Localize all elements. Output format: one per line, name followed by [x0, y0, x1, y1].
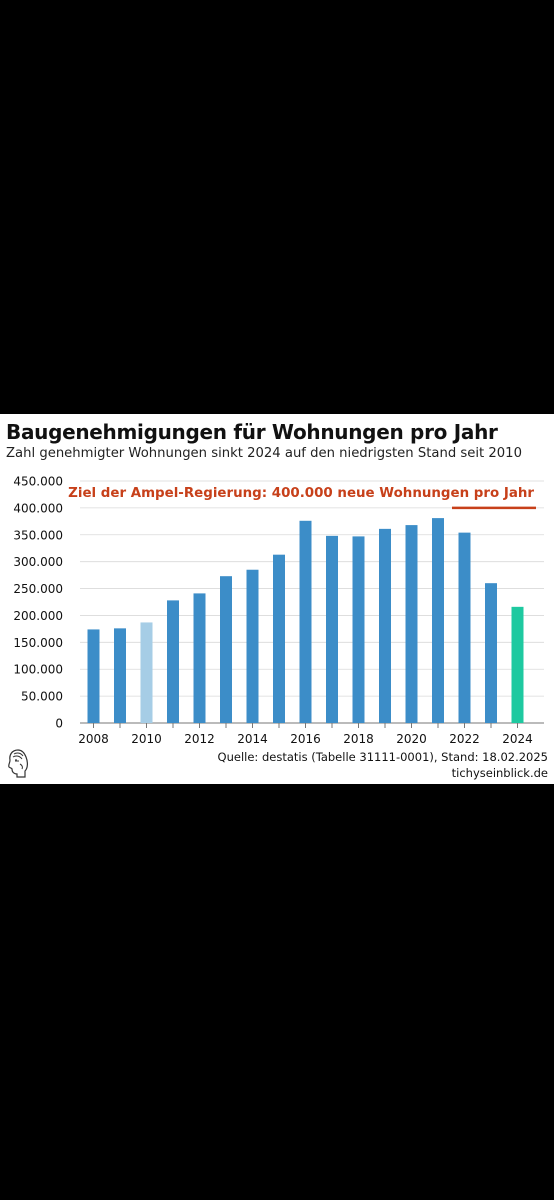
bar-2023 [485, 583, 497, 723]
bar-2014 [246, 569, 259, 723]
bar-2022 [458, 532, 471, 723]
x-tick-label: 2012 [184, 732, 215, 746]
y-tick-label: 250.000 [13, 582, 63, 596]
y-tick-label: 350.000 [13, 528, 63, 542]
x-tick-label: 2008 [78, 732, 109, 746]
y-tick-label: 100.000 [13, 663, 63, 677]
chart-subtitle: Zahl genehmigter Wohnungen sinkt 2024 au… [6, 446, 522, 461]
x-axis-ticks: 2008 2010 2012 2014 2016 2018 2020 2022 2024 [78, 723, 533, 746]
bars [87, 518, 524, 723]
site-credit: tichyseinblick.de [451, 766, 548, 780]
bar-2019 [379, 528, 391, 723]
y-tick-label: 400.000 [13, 501, 63, 515]
y-tick-label: 300.000 [13, 555, 63, 569]
x-tick-label: 2010 [131, 732, 162, 746]
y-axis-ticks: 0 50.000 100.000 150.000 200.000 250.000 300.0… [13, 475, 63, 731]
x-tick-label: 2014 [237, 732, 268, 746]
x-tick-label: 2020 [396, 732, 427, 746]
y-tick-label: 200.000 [13, 609, 63, 623]
target-annotation-text: Ziel der Ampel-Regierung: 400.000 neue W… [68, 486, 534, 501]
bar-2010 [140, 622, 153, 723]
y-tick-label: 0 [55, 717, 63, 731]
bar-2008 [87, 629, 100, 723]
bar-2018 [352, 536, 365, 723]
chart-title: Baugenehmigungen für Wohnungen pro Jahr [6, 420, 498, 444]
bar-2016 [299, 520, 312, 723]
profile-head-logo-icon [8, 749, 28, 778]
y-tick-label: 150.000 [13, 636, 63, 650]
bar-2009 [114, 628, 126, 723]
x-tick-label: 2018 [343, 732, 374, 746]
bar-2017 [326, 535, 338, 723]
x-tick-label: 2022 [449, 732, 480, 746]
source-note: Quelle: destatis (Tabelle 31111-0001), S… [217, 750, 548, 764]
bar-2015 [273, 554, 285, 723]
bar-2021 [432, 518, 444, 723]
bar-2013 [220, 576, 232, 723]
chart-card: Baugenehmigungen für Wohnungen pro Jahr … [0, 414, 554, 784]
bar-2024 [511, 606, 524, 723]
y-tick-label: 50.000 [21, 690, 63, 704]
bar-2020 [405, 525, 418, 723]
bar-2011 [167, 600, 179, 723]
y-tick-label: 450.000 [13, 475, 63, 489]
x-tick-label: 2016 [290, 732, 321, 746]
x-tick-label: 2024 [502, 732, 533, 746]
bar-2012 [193, 593, 206, 723]
bar-chart: 0 50.000 100.000 150.000 200.000 250.000 300.0… [13, 475, 544, 746]
